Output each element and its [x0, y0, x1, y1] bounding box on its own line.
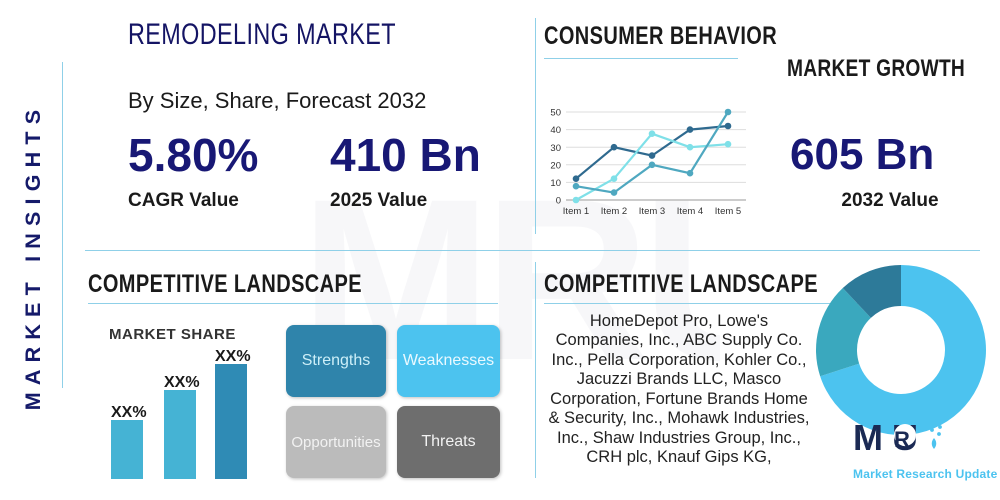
svg-text:40: 40 [550, 125, 561, 136]
svg-text:20: 20 [550, 161, 561, 172]
svg-text:0: 0 [556, 196, 561, 207]
svg-text:10: 10 [550, 178, 561, 189]
svg-text:M: M [853, 418, 883, 458]
svg-text:Item 5: Item 5 [715, 206, 741, 217]
svg-text:R: R [894, 427, 910, 452]
svg-text:Item 3: Item 3 [639, 206, 665, 217]
svg-text:Item 1: Item 1 [563, 206, 589, 217]
svg-text:30: 30 [550, 143, 561, 154]
svg-text:Item 2: Item 2 [601, 206, 627, 217]
svg-text:Item 4: Item 4 [677, 206, 703, 217]
svg-text:50: 50 [550, 108, 561, 119]
